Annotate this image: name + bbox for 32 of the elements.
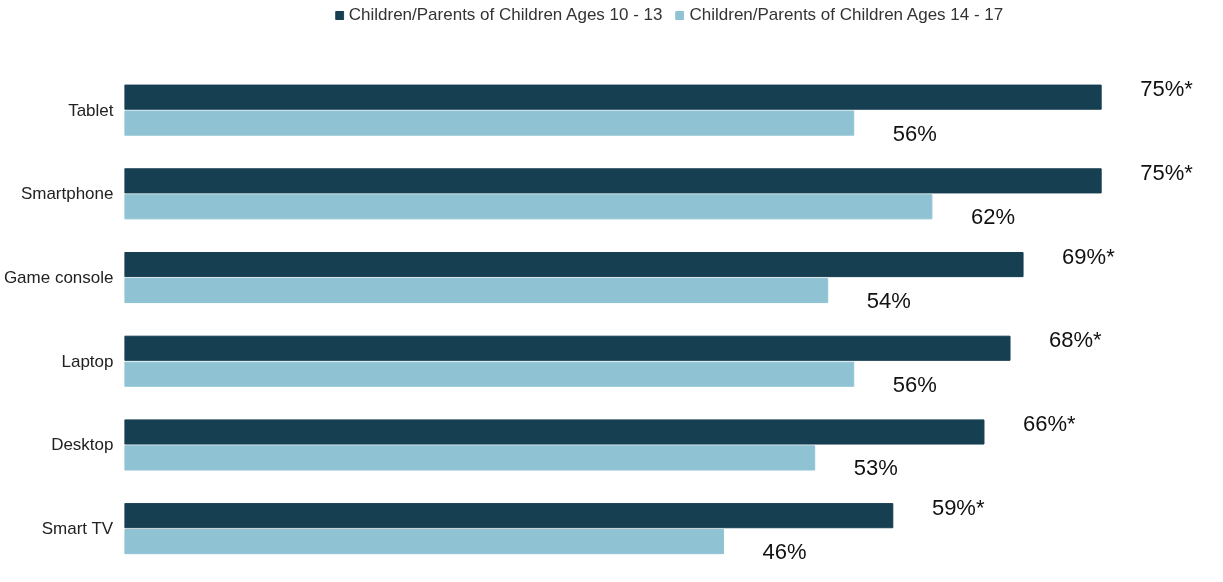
- data-label: 56%: [892, 120, 937, 146]
- data-label: 46%: [762, 539, 807, 565]
- bar: [124, 503, 894, 529]
- bar: [124, 277, 829, 304]
- legend-label: Children/Parents of Children Ages 10 - 13: [348, 5, 663, 25]
- bar: [124, 252, 1024, 278]
- bar: [124, 110, 855, 136]
- data-label: 54%: [866, 288, 911, 314]
- data-label: 69%*: [1062, 243, 1116, 269]
- data-label: 59%*: [931, 494, 985, 520]
- bar: [124, 445, 816, 471]
- bar: [124, 361, 855, 387]
- bar: [124, 84, 1102, 110]
- data-label: 56%: [892, 371, 937, 397]
- data-label: 53%: [853, 455, 898, 481]
- data-label: 75%*: [1140, 76, 1194, 102]
- bar: [124, 335, 1011, 361]
- y-tick-label: Tablet: [68, 100, 114, 120]
- data-label: 66%*: [1023, 411, 1077, 437]
- bar: [124, 194, 933, 220]
- y-tick-label: Smartphone: [20, 184, 114, 204]
- data-label: 68%*: [1049, 327, 1103, 353]
- y-tick-label: Smart TV: [41, 519, 114, 539]
- y-tick-label: Desktop: [51, 435, 114, 455]
- bar: [124, 168, 1102, 194]
- bar: [124, 529, 725, 555]
- bar: [124, 419, 985, 445]
- y-tick-label: Laptop: [61, 351, 114, 371]
- data-label: 62%: [970, 204, 1015, 230]
- y-tick-label: Game console: [3, 268, 114, 288]
- data-label: 75%*: [1140, 159, 1194, 185]
- legend-label: Children/Parents of Children Ages 14 - 17: [689, 5, 1004, 25]
